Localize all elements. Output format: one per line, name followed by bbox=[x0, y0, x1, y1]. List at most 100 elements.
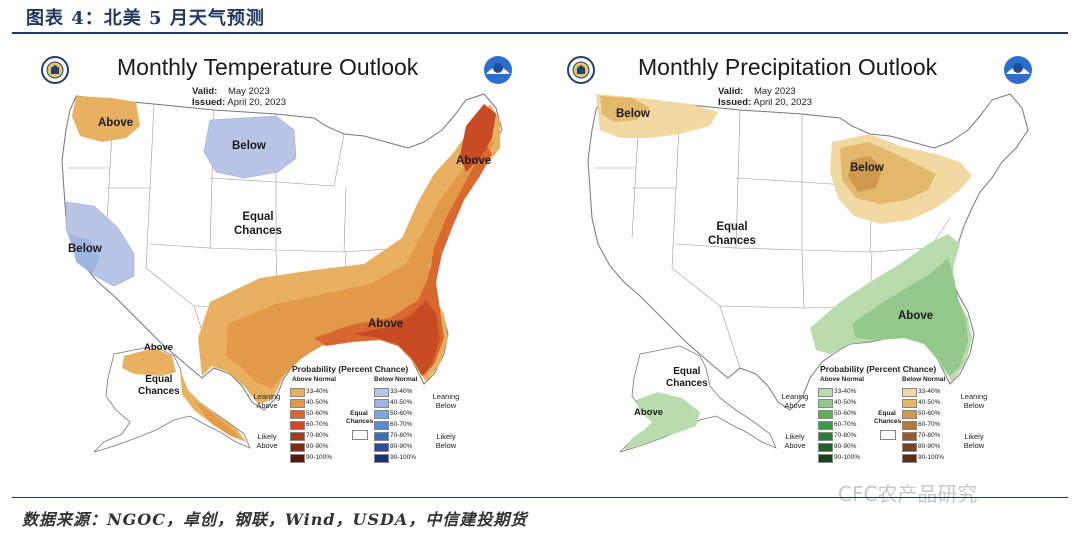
label-alaska-equal: Equal Chances bbox=[666, 366, 708, 389]
figure-title: 图表 4：北美 5 月天气预测 bbox=[26, 8, 265, 29]
label-below-lakes: Below bbox=[850, 162, 884, 174]
legend-pct-above-6: 80-90% bbox=[834, 443, 857, 450]
precipitation-meta: Valid: May 2023 Issued: April 20, 2023 bbox=[718, 86, 812, 108]
legend-swatch-above-1 bbox=[290, 388, 305, 397]
legend-pct-below-2: 40-50% bbox=[918, 399, 941, 406]
temperature-title: Monthly Temperature Outlook bbox=[117, 54, 419, 80]
label-alaska-above: Above bbox=[634, 407, 664, 418]
legend-swatch-above-6 bbox=[290, 443, 305, 452]
legend-likely-above: Likely Above bbox=[256, 432, 278, 450]
issued-label: Issued: bbox=[718, 97, 752, 108]
legend-swatch-above-7 bbox=[818, 454, 833, 463]
source-note: 数据来源：NGOC，卓创，钢联，Wind，USDA，中信建投期货 bbox=[22, 510, 528, 529]
legend-swatch-below-5 bbox=[902, 432, 917, 441]
legend-swatch-above-5 bbox=[290, 432, 305, 441]
legend-pct-below-7: 90-100% bbox=[918, 454, 945, 461]
label-above-nw: Above bbox=[98, 117, 134, 129]
legend-swatch-above-1 bbox=[818, 388, 833, 397]
legend-pct-above-1: 33-40% bbox=[834, 388, 857, 395]
below-north-region bbox=[203, 115, 297, 179]
precipitation-title: Monthly Precipitation Outlook bbox=[638, 54, 938, 80]
legend-swatch-above-3 bbox=[818, 410, 833, 419]
nws-seal-icon bbox=[41, 56, 69, 84]
legend-pct-above-7: 90-100% bbox=[306, 454, 333, 461]
alaska-panhandle-likely bbox=[194, 400, 240, 438]
legend-swatch-below-4 bbox=[902, 421, 917, 430]
below-nw-core bbox=[600, 96, 650, 122]
legend-equal-chances: Equal Chances bbox=[874, 410, 902, 425]
legend-pct-below-5: 70-80% bbox=[918, 432, 941, 439]
legend-pct-above-4: 60-70% bbox=[834, 421, 857, 428]
issued-value: April 20, 2023 bbox=[227, 97, 287, 108]
legend-pct-above-7: 90-100% bbox=[834, 454, 861, 461]
legend-pct-below-7: 90-100% bbox=[390, 454, 417, 461]
label-equal-chances: Equal Chances bbox=[234, 211, 282, 237]
label-alaska-above: Above bbox=[144, 342, 174, 353]
legend-pct-below-4: 60-70% bbox=[390, 421, 413, 428]
legend-leaning-above: Leaning Above bbox=[781, 392, 809, 410]
bottom-rule bbox=[12, 497, 1068, 498]
noaa-logo-icon bbox=[484, 56, 512, 84]
legend-pct-below-1: 33-40% bbox=[390, 388, 413, 395]
legend-swatch-above-5 bbox=[818, 432, 833, 441]
alaska-above-region bbox=[624, 392, 700, 450]
legend-below-normal: Below Normal bbox=[902, 376, 946, 383]
legend-pct-above-1: 33-40% bbox=[306, 388, 329, 395]
nws-seal-icon bbox=[567, 56, 595, 84]
temperature-meta: Valid: May 2023 Issued: April 20, 2023 bbox=[192, 86, 286, 108]
legend-swatch-below-6 bbox=[374, 443, 389, 452]
legend-above-normal: Above Normal bbox=[292, 376, 337, 383]
legend-swatch-below-2 bbox=[902, 399, 917, 408]
valid-value: May 2023 bbox=[753, 86, 796, 97]
legend-pct-below-6: 80-90% bbox=[390, 443, 413, 450]
watermark: CFC农产品研究 bbox=[838, 482, 978, 506]
legend-swatch-below-6 bbox=[902, 443, 917, 452]
below-west-region bbox=[65, 201, 135, 287]
legend-title: Probability (Percent Chance) bbox=[292, 364, 409, 374]
legend-swatch-above-4 bbox=[818, 421, 833, 430]
legend-pct-above-3: 50-60% bbox=[834, 410, 857, 417]
legend-swatch-above-4 bbox=[290, 421, 305, 430]
above-se-likely bbox=[852, 258, 968, 376]
label-alaska-equal: Equal Chances bbox=[138, 374, 180, 397]
label-below-nw: Below bbox=[616, 108, 650, 120]
legend-swatch-below-3 bbox=[902, 410, 917, 419]
legend-swatch-above-3 bbox=[290, 410, 305, 419]
legend-pct-above-4: 60-70% bbox=[306, 421, 329, 428]
valid-label: Valid: bbox=[192, 86, 218, 97]
legend-pct-below-3: 50-60% bbox=[918, 410, 941, 417]
legend-pct-above-5: 70-80% bbox=[306, 432, 329, 439]
temperature-legend: Probability (Percent Chance) Above Norma… bbox=[250, 364, 480, 474]
legend-pct-above-2: 40-50% bbox=[306, 399, 329, 406]
legend-equal-chances: Equal Chances bbox=[346, 410, 374, 425]
valid-value: May 2023 bbox=[227, 86, 270, 97]
legend-pct-below-6: 80-90% bbox=[918, 443, 941, 450]
legend-swatch-above-7 bbox=[290, 454, 305, 463]
legend-pct-below-3: 50-60% bbox=[390, 410, 413, 417]
legend-swatch-above-6 bbox=[818, 443, 833, 452]
legend-likely-below: Likely Below bbox=[963, 432, 985, 450]
legend-title: Probability (Percent Chance) bbox=[820, 364, 937, 374]
legend-pct-below-4: 60-70% bbox=[918, 421, 941, 428]
legend-swatch-below-7 bbox=[374, 454, 389, 463]
legend-leaning-below: Leaning Below bbox=[432, 392, 460, 410]
label-above-se: Above bbox=[368, 318, 404, 330]
label-below-west: Below bbox=[68, 243, 102, 255]
legend-pct-below-2: 40-50% bbox=[390, 399, 413, 406]
legend-swatch-above-2 bbox=[290, 399, 305, 408]
precipitation-legend: Probability (Percent Chance) Above Norma… bbox=[778, 364, 1008, 474]
legend-swatch-below-1 bbox=[902, 388, 917, 397]
valid-label: Valid: bbox=[718, 86, 744, 97]
label-above-se: Above bbox=[898, 310, 934, 322]
legend-leaning-above: Leaning Above bbox=[253, 392, 281, 410]
above-ne-core bbox=[460, 104, 496, 172]
legend-swatch-below-2 bbox=[374, 399, 389, 408]
label-below-north: Below bbox=[232, 140, 266, 152]
legend-above-normal: Above Normal bbox=[820, 376, 865, 383]
legend-equal-swatch bbox=[352, 430, 368, 440]
issued-label: Issued: bbox=[192, 97, 226, 108]
legend-likely-below: Likely Below bbox=[435, 432, 457, 450]
issued-value: April 20, 2023 bbox=[753, 97, 813, 108]
legend-likely-above: Likely Above bbox=[784, 432, 806, 450]
top-rule bbox=[12, 32, 1068, 34]
